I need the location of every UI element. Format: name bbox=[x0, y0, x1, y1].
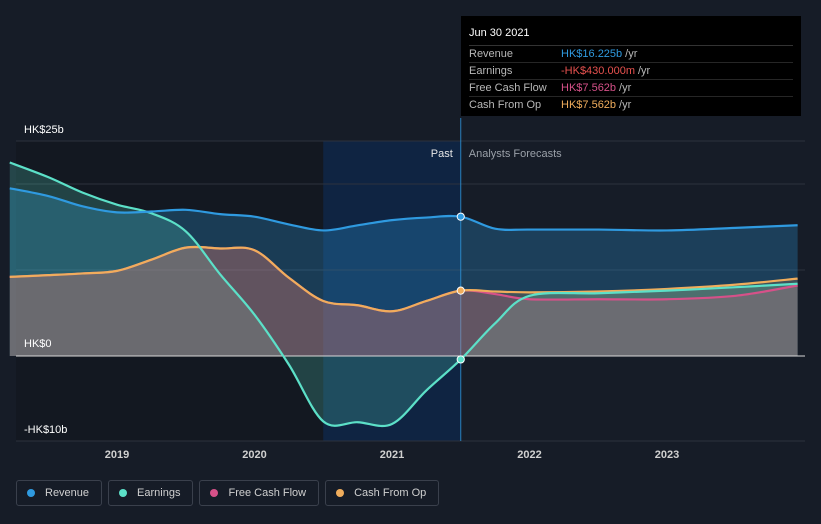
legend-item-cash-from-op[interactable]: Cash From Op bbox=[325, 480, 440, 506]
tooltip-value: -HK$430.000m bbox=[561, 65, 635, 77]
series-marker bbox=[456, 286, 465, 295]
y-label-top: HK$25b bbox=[24, 124, 64, 136]
x-tick-label: 2023 bbox=[655, 449, 679, 461]
tooltip-date: Jun 30 2021 bbox=[469, 25, 793, 46]
series-marker bbox=[456, 355, 465, 364]
tooltip-row-earnings: Earnings -HK$430.000m /yr bbox=[469, 63, 793, 80]
x-tick-label: 2019 bbox=[105, 449, 129, 461]
y-label-zero: HK$0 bbox=[24, 338, 52, 350]
y-label-bottom: -HK$10b bbox=[24, 424, 67, 436]
series-line bbox=[9, 245, 798, 313]
tooltip-value: HK$7.562b bbox=[561, 82, 617, 94]
legend-dot-icon bbox=[336, 489, 345, 497]
legend-item-earnings[interactable]: Earnings bbox=[108, 480, 194, 506]
tooltip-label: Earnings bbox=[469, 65, 513, 77]
series-marker bbox=[456, 212, 465, 221]
tooltip-unit: /yr bbox=[625, 48, 638, 60]
x-tick-label: 2020 bbox=[242, 449, 266, 461]
series-area bbox=[9, 162, 798, 426]
tooltip-unit: /yr bbox=[619, 99, 632, 111]
legend-label: Earnings bbox=[137, 487, 181, 499]
legend-item-free-cash-flow[interactable]: Free Cash Flow bbox=[199, 480, 320, 506]
tooltip-unit: /yr bbox=[638, 65, 651, 77]
legend: Revenue Earnings Free Cash Flow Cash Fro… bbox=[16, 480, 440, 506]
legend-dot-icon bbox=[27, 489, 35, 497]
series-line bbox=[9, 187, 798, 232]
legend-label: Cash From Op bbox=[354, 487, 427, 499]
x-tick-label: 2021 bbox=[380, 449, 404, 461]
legend-dot-icon bbox=[119, 489, 128, 497]
tooltip-value: HK$16.225b bbox=[561, 48, 623, 60]
past-label: Past bbox=[431, 148, 453, 160]
tooltip-row-free-cash-flow: Free Cash Flow HK$7.562b /yr bbox=[469, 80, 793, 97]
tooltip-row-cash-from-op: Cash From Op HK$7.562b /yr bbox=[469, 97, 793, 113]
series-line bbox=[9, 161, 798, 428]
past-highlight-panel bbox=[323, 141, 461, 441]
tooltip-row-revenue: Revenue HK$16.225b /yr bbox=[469, 46, 793, 63]
tooltip-label: Cash From Op bbox=[469, 99, 542, 111]
series-area bbox=[9, 246, 798, 356]
legend-label: Revenue bbox=[45, 487, 90, 499]
legend-item-revenue[interactable]: Revenue bbox=[16, 480, 103, 506]
legend-label: Free Cash Flow bbox=[228, 487, 307, 499]
x-tick-label: 2022 bbox=[517, 449, 541, 461]
legend-dot-icon bbox=[210, 489, 219, 497]
tooltip-label: Revenue bbox=[469, 48, 514, 60]
series-area bbox=[9, 246, 798, 356]
forecast-label: Analysts Forecasts bbox=[469, 148, 562, 160]
tooltip-unit: /yr bbox=[619, 82, 632, 94]
tooltip-label: Free Cash Flow bbox=[469, 82, 547, 94]
tooltip-value: HK$7.562b bbox=[561, 99, 617, 111]
tooltip: Jun 30 2021 Revenue HK$16.225b /yr Earni… bbox=[461, 16, 801, 116]
